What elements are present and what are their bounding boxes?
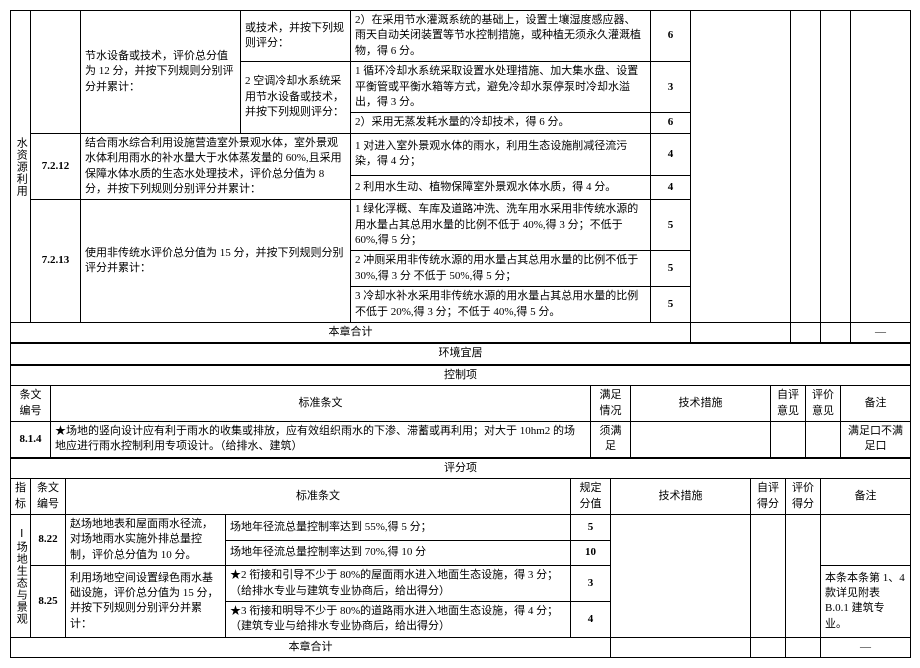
ctrl-status: 须满足 (591, 421, 631, 457)
cell-r3vb: 4 (651, 176, 691, 200)
ctrl-h2: 标准条文 (51, 386, 591, 422)
cell-r4va: 5 (651, 200, 691, 251)
ctrl-remark: 满足口不满足口 (841, 421, 911, 457)
ctrl-h4: 技术措施 (631, 386, 771, 422)
cell-r4vc: 5 (651, 287, 691, 323)
score-table: 评分项 指标 条文编号 标准条文 规定分值 技术措施 自评得分 评价得分 备注 … (10, 458, 911, 658)
cell-r1c1: 节水设备或技术，评价总分值为 12 分，并按下列规则分别评分并累计： (81, 11, 241, 134)
subtotal-1: 本章合计 (11, 323, 691, 343)
cell-r4c3c: 3 冷却水补水采用非传统水源的用水量占其总用水量的比例不低于 20%,得 3 分… (351, 287, 651, 323)
ctrl-h3: 满足情况 (591, 386, 631, 422)
subtotal-2: 本章合计 (11, 637, 611, 657)
score-cat: Ⅰ场地生态与景观 (11, 514, 31, 637)
score-title: 评分项 (11, 458, 911, 478)
cell-r1c2: 或技术，并按下列规则评分： (241, 11, 351, 62)
num-7212: 7.2.12 (31, 133, 81, 200)
cell-r2vb: 6 (651, 113, 691, 133)
cell-r3c3a: 1 对进入室外景观水体的雨水，利用生态设施削减径流污染，得 4 分； (351, 133, 651, 175)
ctrl-h6: 评价意见 (806, 386, 841, 422)
cell-s1vb: 10 (571, 540, 611, 566)
cell-r3c1: 结合雨水综合利用设施营造室外景观水体，室外景观水体利用雨水的补水量大于水体蒸发量… (81, 133, 351, 200)
ctrl-h5: 自评意见 (771, 386, 806, 422)
score-h5: 自评得分 (751, 479, 786, 515)
env-title-table: 环境宜居 (10, 343, 911, 364)
dash-2: — (821, 637, 911, 657)
ctrl-text: ★场地的竖向设计应有利于雨水的收集或排放，应有效组织雨水的下渗、滞蓄或再利用；对… (51, 421, 591, 457)
cell-r1v: 6 (651, 11, 691, 62)
ctrl-num: 8.1.4 (11, 421, 51, 457)
num-7213: 7.2.13 (31, 200, 81, 323)
cell-r2c2: 2 空调冷却水系统采用节水设备或技术，并按下列规则评分： (241, 62, 351, 134)
cell-r4c3a: 1 绿化浮概、车库及道路冲洗、洗车用水采用非传统水源的用水量占其总用水量的比例不… (351, 200, 651, 251)
cell-s1c2a: 场地年径流总量控制率达到 55%,得 5 分； (226, 514, 571, 540)
cell-s1c1: 赵场地地表和屋面雨水径流，对场地雨水实施外排总量控制，评价总分值为 10 分。 (66, 514, 226, 565)
water-resource-table: 水资源利用 节水设备或技术，评价总分值为 12 分，并按下列规则分别评分并累计：… (10, 10, 911, 343)
score-h3: 规定分值 (571, 479, 611, 515)
cell-s1c2b: 场地年径流总量控制率达到 70%,得 10 分 (226, 540, 571, 566)
cell-s2va: 3 (571, 566, 611, 602)
score-h1: 条文编号 (31, 479, 66, 515)
cell-r3va: 4 (651, 133, 691, 175)
score-h4: 技术措施 (611, 479, 751, 515)
cell-s2remark: 本条本条第 1、4 款详见附表 B.0.1 建筑专业。 (821, 566, 911, 638)
score-h6: 评价得分 (786, 479, 821, 515)
cell-s1va: 5 (571, 514, 611, 540)
category-water: 水资源利用 (11, 11, 31, 323)
cell-r1c3: 2）在采用节水灌溉系统的基础上，设置土壤湿度感应器、雨天自动关闭装置等节水控制措… (351, 11, 651, 62)
dash-1: — (851, 323, 911, 343)
cell-s2c2b: ★3 衔接和明导不少于 80%的道路雨水进入地面生态设施，得 4 分；（建筑专业… (226, 601, 571, 637)
cell-r4c3b: 2 冲厕采用非传统水源的用水量占其总用水量的比例不低于 30%,得 3 分 不低… (351, 251, 651, 287)
num-822: 8.22 (31, 514, 66, 565)
score-h7: 备注 (821, 479, 911, 515)
control-table: 控制项 条文编号 标准条文 满足情况 技术措施 自评意见 评价意见 备注 8.1… (10, 365, 911, 458)
cell-s2c1: 利用场地空间设置绿色雨水基础设施，评价总分值为 15 分，并按下列规则分别评分并… (66, 566, 226, 638)
cell-s2c2a: ★2 衔接和引导不少于 80%的屋面雨水进入地面生态设施，得 3 分；（给排水专… (226, 566, 571, 602)
ctrl-title: 控制项 (11, 365, 911, 385)
cell-r2c3a: 1 循环冷却水系统采取设置水处理措施、加大集水盘、设置平衡管或平衡水箱等方式，避… (351, 62, 651, 113)
cell-r4c1: 使用非传统水评价总分值为 15 分，并按下列规则分别评分并累计： (81, 200, 351, 323)
num-825: 8.25 (31, 566, 66, 638)
env-title: 环境宜居 (11, 344, 911, 364)
ctrl-h1: 条文编号 (11, 386, 51, 422)
cell-r2va: 3 (651, 62, 691, 113)
score-h2: 标准条文 (66, 479, 571, 515)
cell-r3c3b: 2 利用水生动、植物保障室外景观水体水质，得 4 分。 (351, 176, 651, 200)
cell-r4vb: 5 (651, 251, 691, 287)
score-h0: 指标 (11, 479, 31, 515)
ctrl-h7: 备注 (841, 386, 911, 422)
cell-s2vb: 4 (571, 601, 611, 637)
cell-r2c3b: 2）采用无蒸发耗水量的冷却技术，得 6 分。 (351, 113, 651, 133)
